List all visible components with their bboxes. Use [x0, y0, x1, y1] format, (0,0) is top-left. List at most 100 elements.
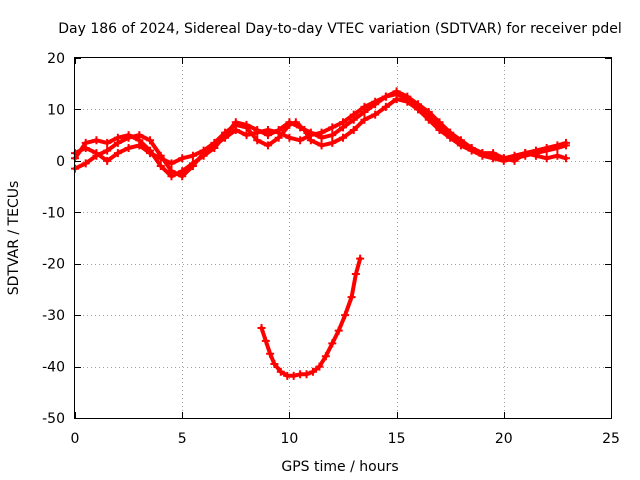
data-point: [339, 123, 347, 132]
data-point: [315, 362, 324, 371]
data-point: [135, 136, 144, 145]
y-tick-label: 0: [56, 154, 65, 170]
data-point: [156, 162, 165, 170]
data-point: [263, 141, 272, 150]
data-point: [188, 151, 197, 160]
data-point: [317, 141, 326, 150]
data-point: [113, 149, 122, 158]
y-tick-label: -50: [42, 411, 65, 427]
data-point: [270, 360, 279, 368]
data-point: [263, 131, 272, 140]
data-point: [221, 131, 230, 140]
x-tick-label: 0: [71, 431, 80, 447]
data-point: [478, 149, 487, 158]
data-point: [360, 108, 369, 116]
data-point: [257, 324, 266, 332]
data-point: [542, 144, 551, 152]
plot-frame: [74, 57, 612, 419]
data-point: [424, 108, 433, 116]
data-point: [521, 149, 530, 158]
data-point: [371, 110, 380, 119]
data-point: [414, 100, 423, 109]
y-tick-label: 10: [47, 102, 65, 118]
data-point: [146, 136, 155, 145]
data-point: [103, 146, 112, 155]
data-point: [103, 156, 112, 165]
data-point: [124, 131, 133, 140]
data-point: [167, 172, 176, 181]
data-point: [261, 336, 270, 345]
data-point: [113, 133, 122, 142]
x-tick-label: 25: [602, 431, 620, 447]
data-point: [467, 144, 476, 152]
data-point: [167, 159, 176, 168]
x-tick-label: 15: [388, 431, 406, 447]
data-point: [561, 138, 570, 147]
data-point: [351, 270, 360, 278]
data-point: [178, 154, 187, 163]
data-point: [561, 154, 570, 163]
data-point: [381, 92, 390, 101]
data-point: [156, 151, 165, 160]
data-point: [328, 339, 337, 348]
y-tick-label: -40: [42, 360, 65, 376]
plot-area: [71, 87, 570, 380]
data-point: [542, 154, 551, 163]
data-point: [553, 141, 562, 150]
data-point: [92, 151, 101, 160]
data-point: [296, 123, 305, 132]
data-point: [341, 311, 350, 320]
data-point: [231, 126, 240, 134]
y-tick-label: -10: [42, 205, 65, 221]
data-point: [328, 131, 337, 140]
data-point: [231, 118, 240, 127]
data-point: [371, 100, 380, 109]
data-point: [92, 136, 101, 145]
data-point: [334, 326, 343, 335]
data-point: [124, 144, 133, 152]
axis-ticks: [75, 58, 612, 419]
data-point: [403, 92, 412, 101]
data-point: [306, 128, 315, 137]
data-point: [553, 151, 562, 160]
data-point: [210, 144, 219, 152]
data-point: [253, 136, 262, 145]
data-point: [531, 146, 540, 155]
data-point: [435, 118, 444, 127]
x-axis-label: GPS time / hours: [281, 459, 398, 475]
data-point: [308, 367, 317, 376]
data-point: [296, 136, 305, 145]
data-point: [253, 126, 262, 134]
data-point: [347, 293, 356, 302]
y-tick-label: -20: [42, 257, 65, 273]
data-point: [360, 115, 369, 124]
data-point: [499, 154, 508, 163]
data-point: [199, 151, 208, 160]
data-point: [381, 102, 390, 111]
data-point: [392, 87, 401, 96]
data-point: [178, 167, 187, 176]
data-point: [188, 159, 197, 168]
data-point: [489, 149, 498, 158]
data-point: [446, 128, 455, 137]
data-point: [339, 133, 347, 142]
y-axis-label: SDTVAR / TECUs: [6, 181, 22, 296]
data-point: [266, 349, 275, 358]
x-tick-label: 20: [495, 431, 513, 447]
data-point: [81, 159, 90, 168]
data-point: [328, 123, 337, 132]
data-point: [289, 371, 298, 380]
data-point: [356, 254, 365, 263]
data-point: [242, 131, 251, 140]
data-point: [321, 352, 330, 361]
x-tick-label: 5: [178, 431, 187, 447]
data-point: [276, 367, 285, 376]
data-point: [349, 115, 358, 124]
data-point: [274, 126, 283, 134]
data-point: [510, 151, 519, 160]
data-point: [302, 370, 311, 379]
data-point: [81, 138, 90, 147]
data-point: [317, 133, 326, 142]
y-tick-label: -30: [42, 308, 65, 324]
